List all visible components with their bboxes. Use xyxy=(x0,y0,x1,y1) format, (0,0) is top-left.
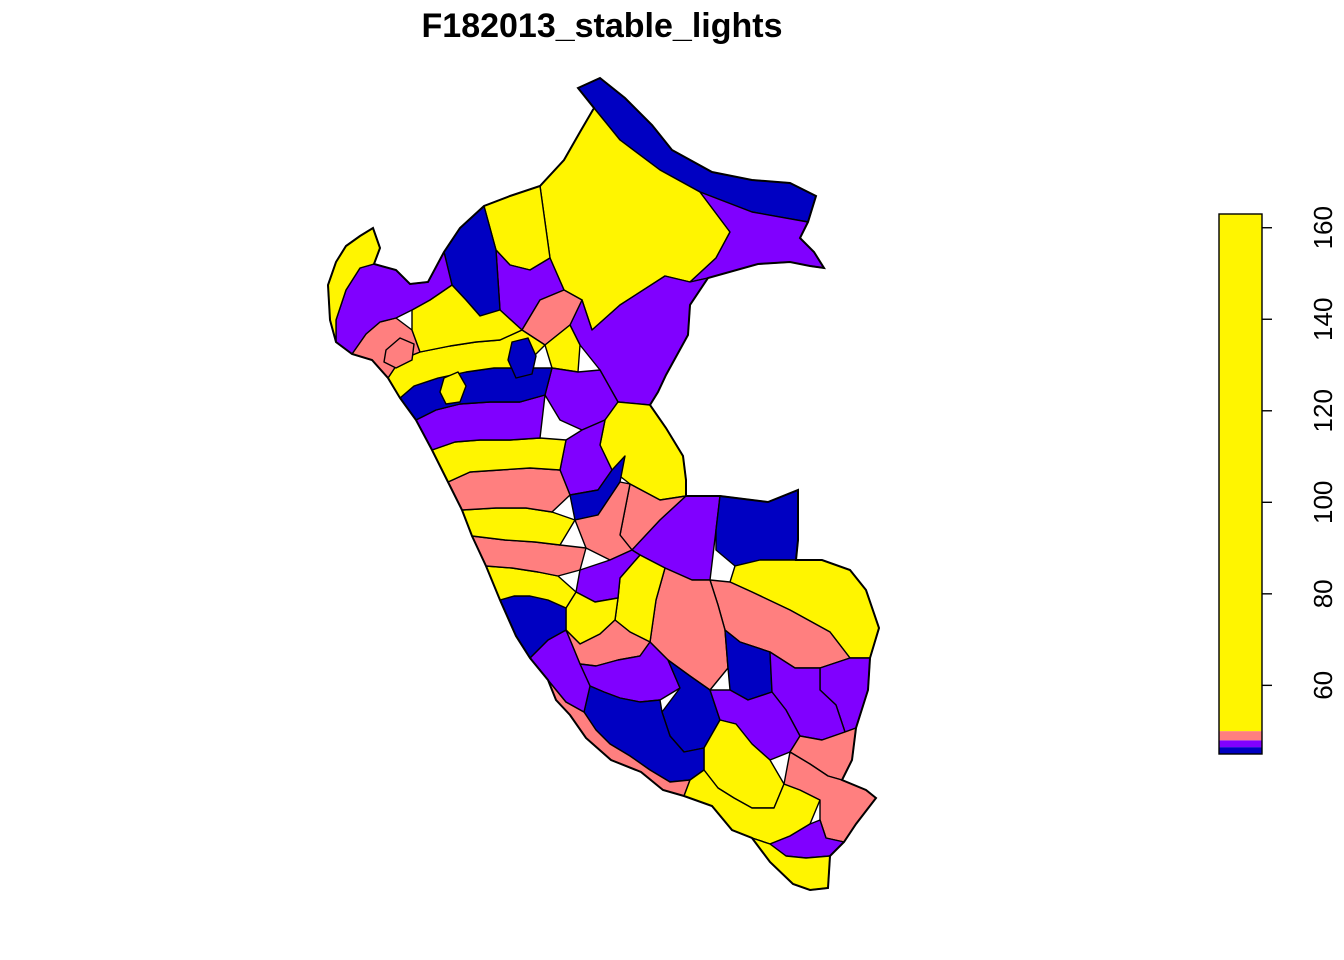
map-region xyxy=(544,324,581,373)
legend-tick-label: 60 xyxy=(1308,671,1338,700)
map-region xyxy=(447,467,571,513)
map-region xyxy=(574,481,633,561)
legend-band xyxy=(1219,740,1262,748)
legend-band xyxy=(1219,747,1262,754)
map-region xyxy=(507,337,537,379)
legend-axis: 60 80 100 120 140 160 xyxy=(1262,206,1338,700)
country-outline xyxy=(326,76,881,892)
color-legend: 60 80 100 120 140 160 xyxy=(1218,206,1338,755)
map-region xyxy=(439,371,467,405)
map-region xyxy=(383,337,415,369)
legend-tick-label: 80 xyxy=(1308,579,1338,608)
legend-band xyxy=(1219,731,1262,741)
legend-tick-label: 160 xyxy=(1308,206,1338,249)
legend-tick-label: 100 xyxy=(1308,481,1338,524)
legend-tick-label: 140 xyxy=(1308,298,1338,341)
legend-tick-label: 120 xyxy=(1308,389,1338,432)
legend-frame xyxy=(1218,213,1263,755)
legend-band xyxy=(1219,214,1262,732)
map-region xyxy=(709,689,801,761)
legend-color-bar xyxy=(1219,214,1262,754)
choropleth-map xyxy=(327,77,880,891)
map-title: F182013_stable_lights xyxy=(422,7,783,45)
